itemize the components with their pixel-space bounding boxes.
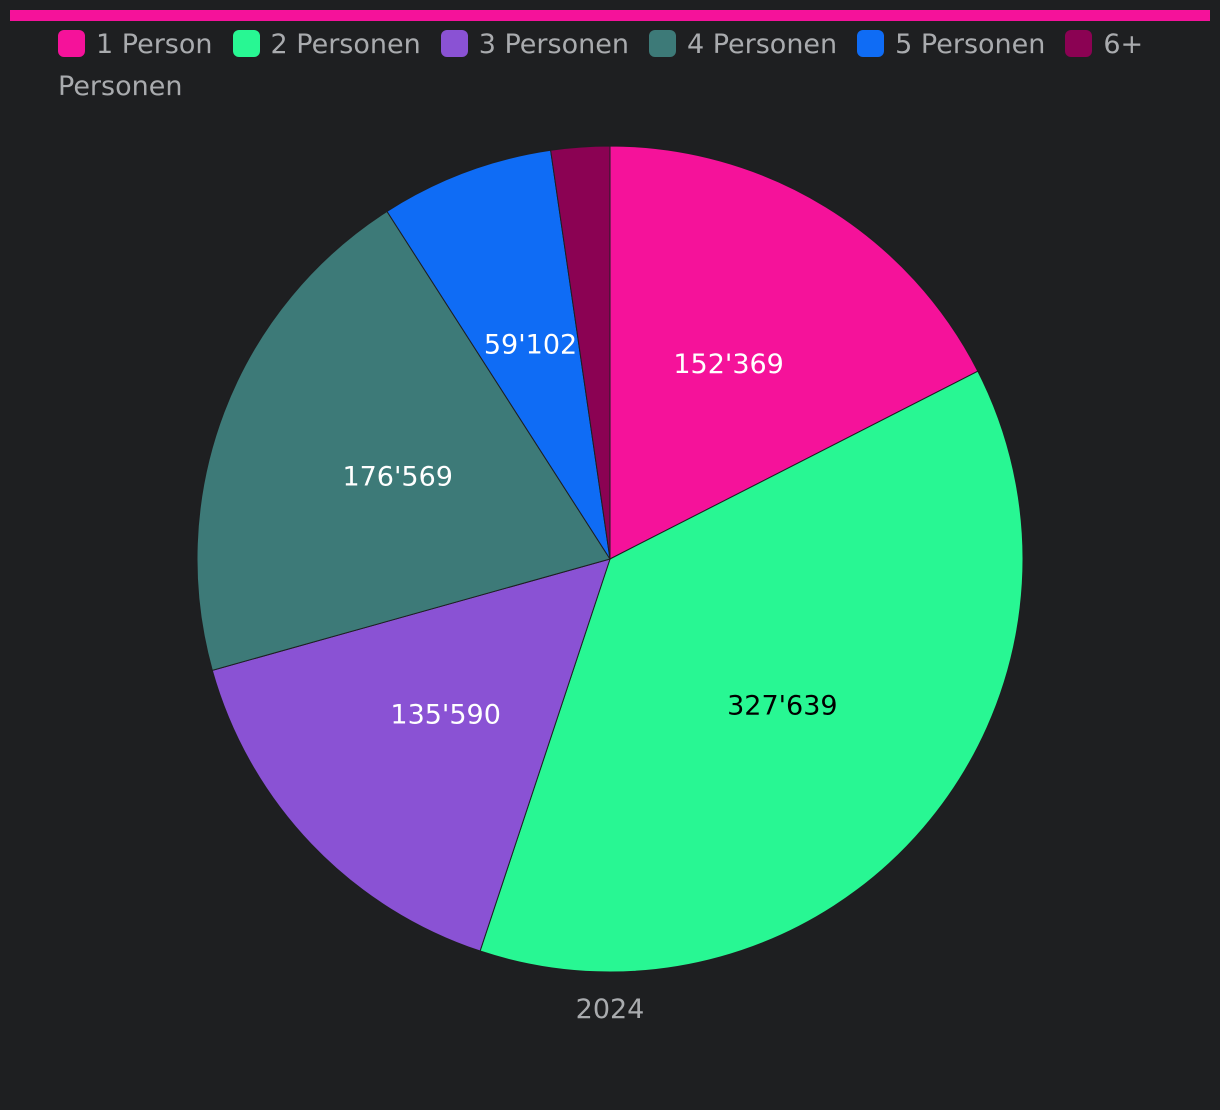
legend-item[interactable]: 4 Personen	[648, 29, 838, 60]
legend-item[interactable]: 3 Personen	[440, 29, 629, 60]
legend-label: 1 Person	[96, 29, 213, 60]
legend-label: 2 Personen	[270, 29, 421, 60]
legend-item[interactable]: 2 Personen	[232, 29, 421, 60]
legend-swatch	[1065, 30, 1093, 57]
slice-value-label: 327'639	[727, 690, 838, 721]
legend-swatch	[857, 30, 885, 57]
pie-slice[interactable]	[609, 145, 979, 560]
legend: 1 Person 2 Personen 3 Personen 4 Personen 5 …	[58, 24, 1178, 108]
pie-slice[interactable]	[196, 210, 611, 671]
legend-swatch	[58, 30, 85, 57]
legend-label: 3 Personen	[478, 29, 629, 60]
legend-item[interactable]: 1 Person	[58, 29, 213, 60]
slice-value-label: 59'102	[484, 330, 577, 361]
legend-label: 6+ Personen	[58, 29, 1144, 102]
slice-value-label: 176'569	[342, 462, 453, 493]
slice-value-label: 135'590	[390, 699, 501, 730]
pie-slice[interactable]	[550, 145, 611, 560]
legend-item[interactable]: 6+ Personen	[58, 29, 1143, 102]
pie-slice[interactable]	[386, 149, 611, 560]
slice-value-label: 152'369	[673, 349, 784, 380]
legend-swatch	[648, 30, 676, 57]
pie-slice[interactable]	[211, 558, 611, 952]
legend-label: 4 Personen	[686, 29, 838, 60]
accent-bar	[10, 10, 1210, 21]
legend-swatch	[440, 30, 468, 57]
legend-swatch	[232, 30, 260, 57]
legend-label: 5 Personen	[895, 29, 1046, 60]
legend-item[interactable]: 5 Personen	[857, 29, 1045, 60]
category-label: 2024	[575, 994, 645, 1025]
pie-slice[interactable]	[479, 370, 1024, 973]
